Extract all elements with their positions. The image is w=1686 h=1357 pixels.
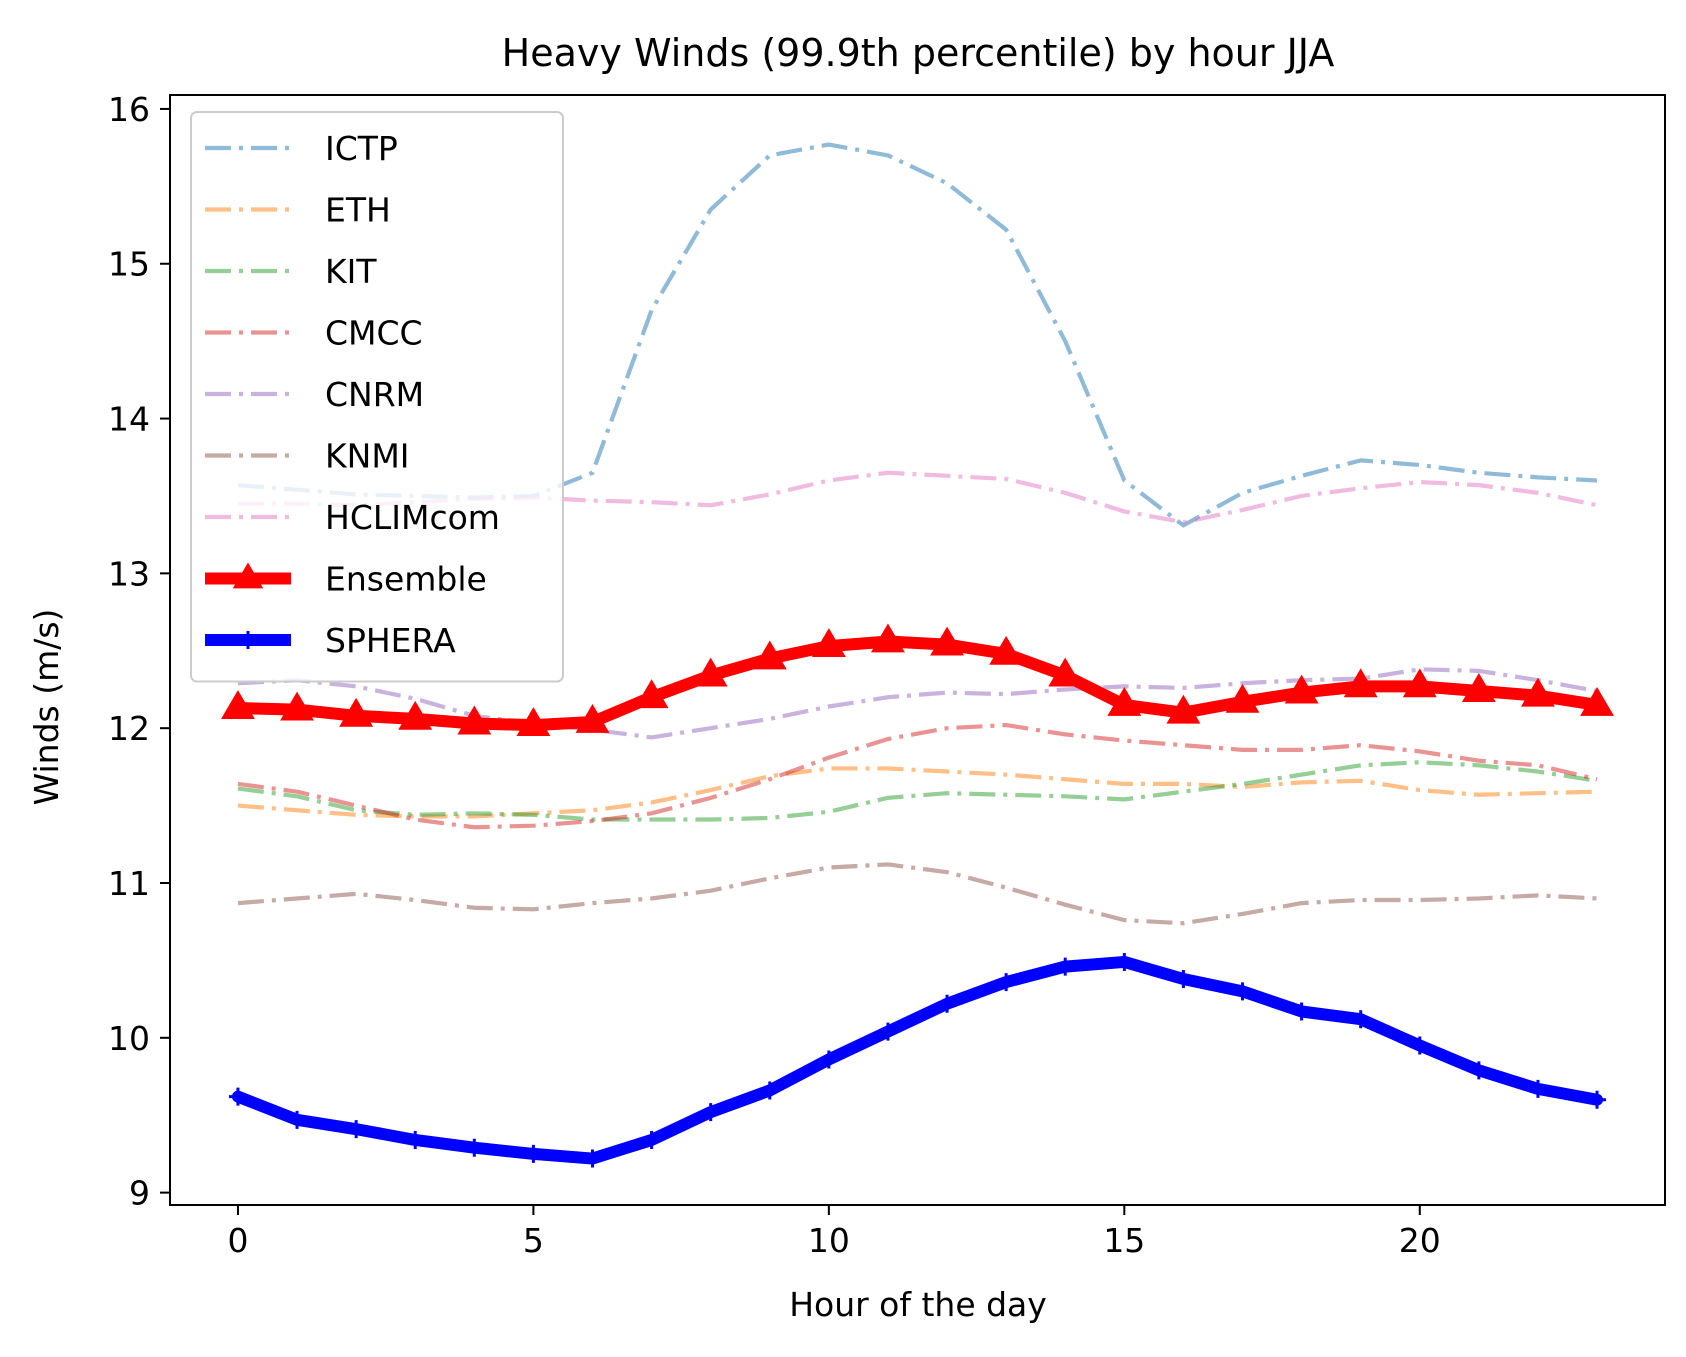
marker-ensemble: [1521, 677, 1555, 707]
marker-ensemble: [634, 679, 669, 709]
marker-sphera: [819, 1050, 838, 1069]
series-line-sphera: [231, 955, 1604, 1165]
marker-sphera: [1351, 1010, 1370, 1029]
legend-label-cnrm: CNRM: [325, 375, 424, 414]
x-tick-label: 20: [1399, 1221, 1441, 1260]
marker-ensemble: [811, 628, 846, 658]
x-tick-label: 15: [1103, 1221, 1145, 1260]
series-line-cmcc: [237, 722, 1598, 830]
marker-ensemble: [693, 657, 728, 687]
legend-label-ensemble: Ensemble: [325, 560, 487, 599]
marker-ensemble: [1166, 694, 1201, 724]
legend-label-ictp: ICTP: [325, 129, 398, 168]
marker-sphera: [1292, 1002, 1311, 1021]
marker-sphera: [465, 1138, 484, 1157]
marker-ensemble: [1343, 668, 1378, 698]
x-tick-label: 10: [808, 1221, 850, 1260]
legend-label-knmi: KNMI: [325, 437, 410, 476]
y-axis-label: Winds (m/s): [27, 609, 66, 806]
plot-frame: [169, 94, 1666, 1206]
series-line-knmi: [237, 862, 1598, 926]
plot-area: 0 5 10 15 20 9 10 11 12 13 14 15 16: [108, 90, 1666, 1260]
marker-sphera: [997, 973, 1016, 992]
legend-label-sphera: SPHERA: [325, 621, 456, 660]
marker-ensemble: [398, 700, 433, 730]
marker-sphera: [1528, 1079, 1547, 1098]
y-tick-label: 14: [108, 400, 150, 439]
y-tick-label: 16: [108, 90, 150, 129]
marker-ensemble: [1225, 683, 1260, 713]
marker-sphera: [1174, 969, 1193, 988]
y-tick-label: 13: [108, 554, 150, 593]
marker-sphera: [642, 1130, 661, 1149]
marker-sphera: [228, 1087, 247, 1106]
marker-ensemble: [516, 707, 551, 737]
legend-label-hclimcom: HCLIMcom: [325, 498, 500, 537]
series-line-ictp: [237, 142, 1598, 528]
marker-ensemble: [1107, 686, 1142, 716]
marker-sphera: [1115, 952, 1134, 971]
marker-ensemble: [930, 626, 964, 656]
legend-label-cmcc: CMCC: [325, 314, 423, 353]
marker-ensemble: [1284, 674, 1319, 704]
series-line-cnrm: [237, 667, 1598, 740]
marker-sphera: [1056, 957, 1075, 976]
marker-sphera: [406, 1130, 425, 1149]
marker-sphera: [1469, 1061, 1488, 1080]
legend-marker-plus: [239, 631, 257, 649]
marker-ensemble: [457, 705, 492, 735]
marker-sphera: [760, 1081, 779, 1100]
marker-sphera: [524, 1144, 543, 1163]
marker-ensemble: [1048, 657, 1083, 687]
marker-ensemble: [339, 697, 374, 727]
marker-sphera: [347, 1120, 366, 1139]
y-tick-label: 15: [108, 245, 150, 284]
marker-ensemble: [575, 704, 610, 733]
marker-sphera: [583, 1149, 602, 1168]
legend: ICTP ETH KIT CMCC CNRM KNMI HCLIMcom Ensemble SP…: [190, 111, 564, 683]
marker-ensemble: [1580, 686, 1614, 716]
series-line-eth: [237, 766, 1598, 819]
marker-ensemble: [221, 690, 255, 719]
legend-label-eth: ETH: [325, 191, 391, 230]
marker-sphera: [1233, 982, 1252, 1001]
marker-ensemble: [752, 640, 787, 670]
marker-sphera: [878, 1022, 897, 1041]
marker-sphera: [288, 1110, 307, 1129]
chart-title: Heavy Winds (99.9th percentile) by hour …: [502, 31, 1335, 75]
series-group: [221, 142, 1614, 1168]
marker-sphera: [1410, 1036, 1429, 1055]
marker-ensemble: [280, 691, 314, 721]
y-tick-label: 12: [108, 709, 150, 748]
x-tick-label: 0: [227, 1221, 248, 1260]
marker-ensemble: [1461, 673, 1496, 702]
legend-label-kit: KIT: [325, 252, 377, 291]
marker-sphera: [701, 1103, 720, 1122]
marker-ensemble: [871, 623, 905, 653]
series-line-kit: [237, 760, 1598, 822]
y-tick-label: 9: [129, 1174, 150, 1213]
marker-sphera: [1588, 1090, 1607, 1109]
y-tick-label: 10: [108, 1019, 150, 1058]
marker-ensemble: [1402, 668, 1437, 698]
legend-box: [190, 111, 564, 683]
marker-ensemble: [989, 635, 1024, 665]
legend-marker-triangle: [232, 562, 264, 589]
x-tick-label: 5: [523, 1221, 544, 1260]
y-tick-label: 11: [108, 864, 150, 903]
marker-sphera: [938, 994, 957, 1013]
x-axis-label: Hour of the day: [789, 1285, 1047, 1324]
